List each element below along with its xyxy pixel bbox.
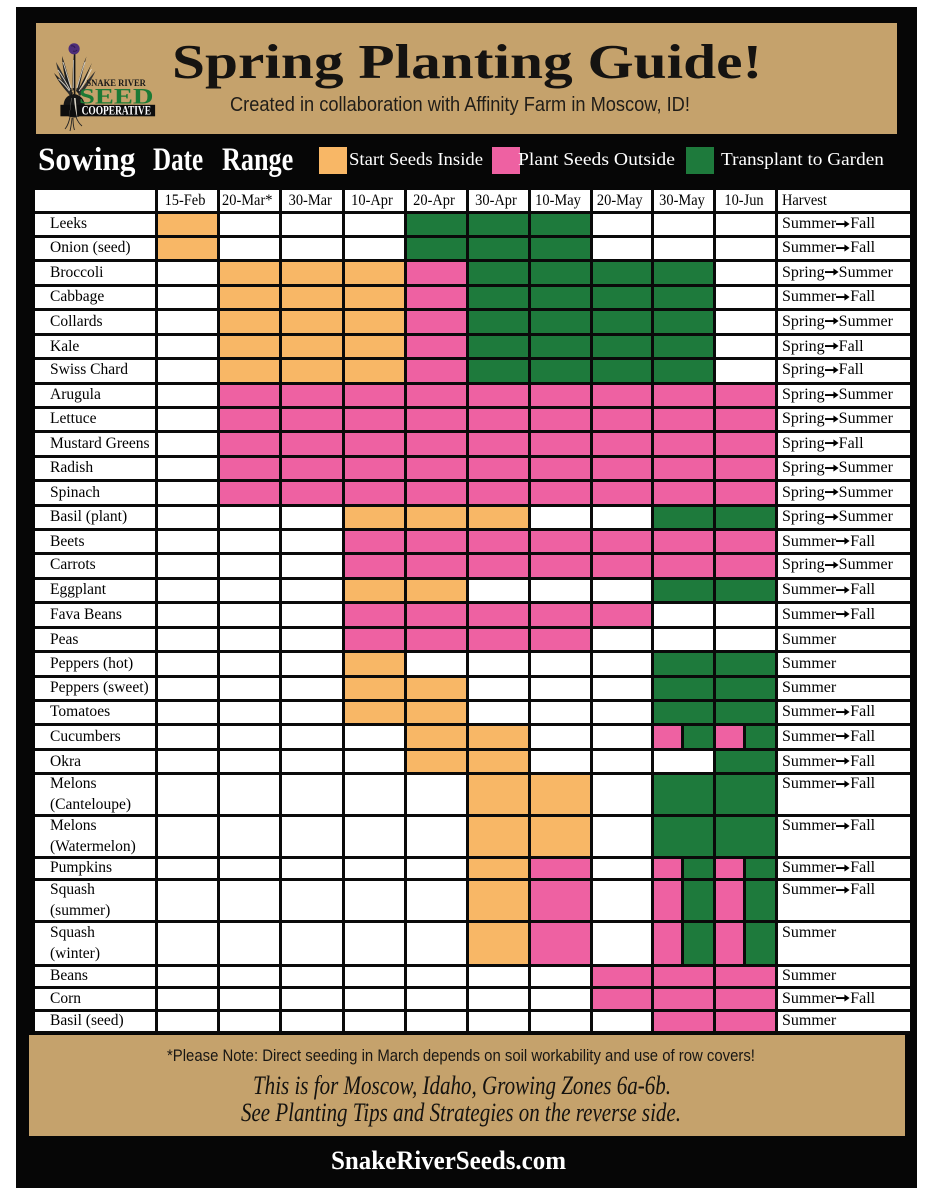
svg-text:SEED: SEED — [79, 84, 154, 109]
svg-text:SNAKE RIVER: SNAKE RIVER — [86, 78, 146, 88]
svg-text:COOPERATIVE: COOPERATIVE — [82, 103, 151, 117]
